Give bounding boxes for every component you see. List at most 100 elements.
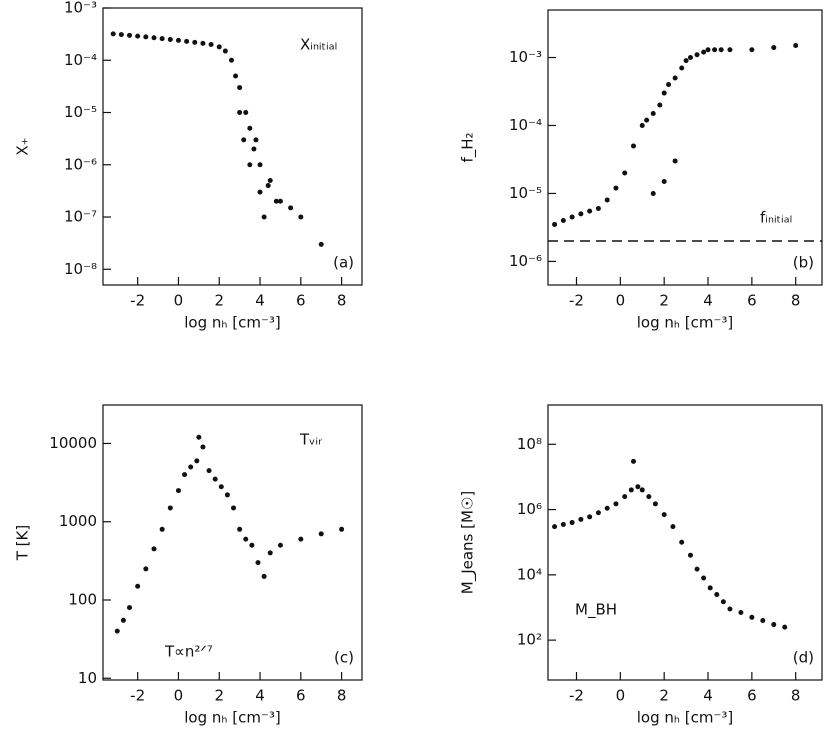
point <box>604 505 610 511</box>
point <box>771 622 777 628</box>
point <box>793 43 799 49</box>
point <box>622 494 628 500</box>
point <box>224 492 230 498</box>
x-tick-label: 6 <box>747 687 757 705</box>
point <box>560 218 566 224</box>
point <box>237 110 243 116</box>
x-tick-label: 4 <box>255 292 265 310</box>
point <box>569 520 575 526</box>
point <box>694 566 700 572</box>
point <box>639 122 645 128</box>
point <box>267 177 273 183</box>
x-tick-label: 6 <box>296 292 306 310</box>
point <box>261 573 267 579</box>
point <box>701 49 707 55</box>
point <box>771 45 777 51</box>
point <box>646 494 652 500</box>
point <box>218 484 224 490</box>
x-tick-label: 0 <box>174 687 184 705</box>
point <box>194 458 200 464</box>
x-tick-label: -2 <box>130 292 145 310</box>
point <box>701 575 707 581</box>
point <box>630 143 636 149</box>
y-axis-label: X₊ <box>14 137 32 155</box>
point <box>237 85 243 91</box>
point <box>672 75 678 81</box>
point <box>251 146 257 152</box>
point <box>167 36 173 42</box>
y-tick-label: 10⁻³ <box>64 0 97 17</box>
y-tick-label: 10⁻⁵ <box>64 103 97 121</box>
point <box>718 47 724 53</box>
x-tick-label: 8 <box>337 292 347 310</box>
y-axis-label: T [K] <box>14 525 32 561</box>
panel-label: (b) <box>793 254 814 272</box>
point <box>650 190 656 196</box>
point <box>595 510 601 516</box>
point <box>188 464 194 470</box>
point <box>679 65 685 71</box>
point <box>604 197 610 203</box>
x-axis-label: log nₕ [cm⁻³] <box>637 314 733 332</box>
panel-label: (d) <box>793 649 814 667</box>
point <box>118 32 124 38</box>
point <box>127 605 133 611</box>
point <box>613 501 619 507</box>
y-tick-label: 10⁻⁴ <box>64 51 97 69</box>
point <box>228 57 234 63</box>
x-tick-label: 4 <box>703 687 713 705</box>
point <box>135 583 141 589</box>
x-tick-label: 2 <box>214 292 224 310</box>
point <box>339 526 345 532</box>
point <box>184 38 190 44</box>
point <box>630 458 636 464</box>
point <box>212 476 218 482</box>
y-tick-label: 10 <box>78 669 97 687</box>
annotation: T∝n²ᐟ⁷ <box>164 643 213 661</box>
point <box>237 526 243 532</box>
point <box>552 221 558 227</box>
point <box>273 198 279 204</box>
x-tick-label: 8 <box>791 292 801 310</box>
point <box>760 617 766 623</box>
point <box>661 512 667 518</box>
point <box>635 484 641 490</box>
point <box>749 614 755 620</box>
point <box>277 542 283 548</box>
point <box>200 444 206 450</box>
point <box>644 117 650 123</box>
annotation: M_BH <box>575 601 617 620</box>
point <box>298 214 304 220</box>
x-tick-label: 2 <box>659 687 669 705</box>
x-tick-label: -2 <box>569 292 584 310</box>
x-axis-label: log nₕ [cm⁻³] <box>184 709 280 727</box>
annotation: fᵢₙᵢₜᵢₐₗ <box>760 209 792 227</box>
point <box>120 617 126 623</box>
annotation: Xᵢₙᵢₜᵢₐₗ <box>300 36 337 54</box>
x-axis-label: log nₕ [cm⁻³] <box>184 314 280 332</box>
point <box>233 73 239 79</box>
point <box>110 31 116 37</box>
x-tick-label: 2 <box>659 292 669 310</box>
x-tick-label: 0 <box>616 687 626 705</box>
x-tick-label: 2 <box>214 687 224 705</box>
point <box>151 546 157 552</box>
x-tick-label: -2 <box>130 687 145 705</box>
x-tick-label: 4 <box>255 687 265 705</box>
point <box>705 47 711 53</box>
point <box>249 542 255 548</box>
point <box>159 526 165 532</box>
point <box>727 606 733 612</box>
y-tick-label: 10000 <box>49 434 97 452</box>
point <box>661 90 667 96</box>
x-axis-label: log nₕ [cm⁻³] <box>637 709 733 727</box>
point <box>782 624 788 630</box>
point <box>683 58 689 64</box>
point <box>143 34 149 40</box>
point <box>265 183 271 189</box>
point <box>712 47 718 53</box>
point <box>595 206 601 212</box>
point <box>727 47 733 53</box>
point <box>206 468 212 474</box>
point <box>167 505 173 511</box>
